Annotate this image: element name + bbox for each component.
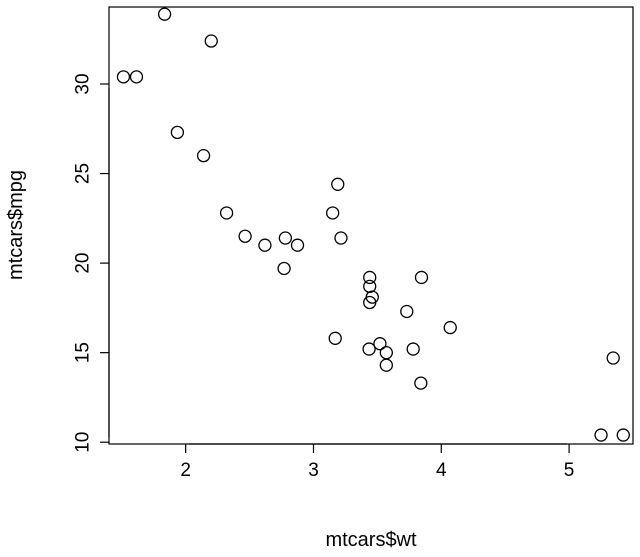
- data-point: [362, 342, 376, 356]
- y-tick-label: 20: [73, 253, 94, 274]
- y-tick-label: 10: [73, 432, 94, 453]
- data-point: [277, 261, 291, 276]
- data-point: [196, 149, 211, 163]
- y-tick-label: 25: [73, 163, 94, 184]
- data-point: [204, 34, 218, 48]
- data-point: [238, 229, 252, 243]
- data-point: [414, 270, 429, 285]
- data-points: [116, 7, 630, 442]
- data-point: [290, 238, 305, 252]
- y-axis-ticks: 10 15 20 25 30: [73, 73, 109, 453]
- data-point: [157, 7, 172, 21]
- data-point: [170, 125, 185, 140]
- data-point: [363, 295, 377, 310]
- y-axis-title: mtcars$mpg: [5, 170, 27, 280]
- data-point: [219, 206, 234, 220]
- y-tick-label: 30: [73, 73, 94, 94]
- data-point: [616, 428, 630, 442]
- data-point: [406, 342, 420, 356]
- y-axis: 10 15 20 25 30: [73, 73, 110, 453]
- data-point: [400, 304, 414, 319]
- x-tick-label: 3: [308, 460, 319, 481]
- data-point: [258, 238, 272, 252]
- x-axis-title: mtcars$wt: [325, 529, 417, 551]
- data-point: [129, 70, 144, 84]
- data-point: [331, 177, 345, 191]
- data-point: [379, 346, 393, 360]
- x-tick-label: 4: [436, 460, 447, 481]
- data-point: [363, 270, 377, 285]
- data-point: [443, 320, 457, 335]
- data-point: [414, 376, 428, 390]
- data-point: [373, 337, 387, 351]
- x-axis-ticks: 2 3 4 5: [180, 444, 574, 481]
- y-tick-label: 15: [73, 342, 94, 363]
- data-point: [334, 231, 348, 245]
- data-point: [116, 70, 131, 84]
- data-point: [606, 351, 620, 365]
- data-point: [594, 428, 608, 442]
- data-point: [326, 206, 340, 220]
- x-tick-label: 5: [564, 460, 575, 481]
- data-point: [278, 231, 293, 245]
- data-point: [328, 331, 342, 345]
- data-point: [379, 358, 393, 372]
- x-tick-label: 2: [180, 460, 191, 481]
- x-axis: 2 3 4 5: [180, 443, 574, 481]
- plot-frame: [108, 6, 634, 445]
